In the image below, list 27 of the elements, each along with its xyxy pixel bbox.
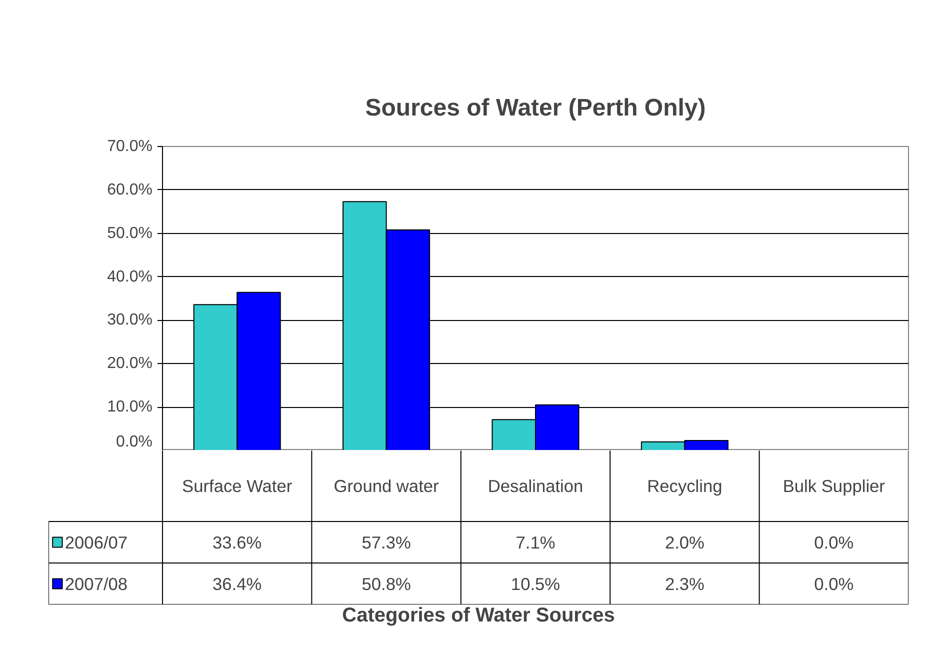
data-label: 33.6%: [212, 532, 262, 552]
legend-label: 2007/08: [64, 574, 128, 594]
x-tick-label: Ground water: [334, 476, 440, 496]
legend-label: 2006/07: [64, 532, 128, 552]
y-tick-label: 60.0%: [107, 181, 153, 198]
y-tick-label: 50.0%: [107, 224, 153, 242]
y-tick-label: 30.0%: [107, 312, 153, 329]
data-label: 0.0%: [814, 574, 854, 594]
chart-title: Sources of Water (Perth Only): [365, 94, 706, 122]
x-tick-label: Recycling: [647, 476, 722, 496]
data-label: 36.4%: [212, 574, 262, 594]
data-label: 50.8%: [362, 574, 411, 594]
y-tick-label: 40.0%: [107, 268, 153, 286]
data-label: 0.0%: [814, 532, 854, 552]
data-label: 2.3%: [664, 574, 704, 594]
x-tick-label: Surface Water: [182, 476, 292, 496]
data-label: 10.5%: [510, 574, 560, 594]
x-tick-label: Desalination: [488, 476, 584, 496]
text: Categories of Water Sources: [342, 604, 615, 626]
y-tick-label: 10.0%: [107, 398, 153, 416]
y-tick-label: 70.0%: [107, 138, 153, 155]
data-label: 2.0%: [664, 532, 704, 552]
y-tick-label: 0.0%: [116, 434, 152, 450]
data-label: 7.1%: [516, 532, 556, 552]
data-label: 57.3%: [362, 532, 411, 552]
y-tick-label: 20.0%: [107, 355, 153, 372]
x-tick-label: Bulk Supplier: [782, 476, 886, 496]
